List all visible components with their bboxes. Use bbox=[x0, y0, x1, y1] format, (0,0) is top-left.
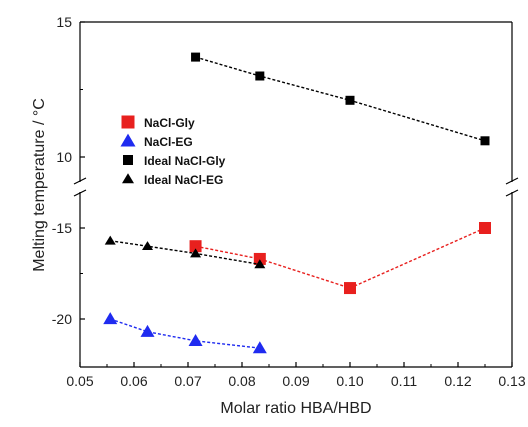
right-axis-break-mark bbox=[505, 189, 519, 197]
data-point bbox=[480, 136, 490, 146]
legend-marker bbox=[123, 155, 133, 165]
data-point bbox=[104, 235, 116, 245]
x-tick-label: 0.13 bbox=[498, 373, 525, 389]
data-point bbox=[255, 71, 265, 81]
x-tick-label: 0.09 bbox=[282, 373, 309, 389]
legend-label: Ideal NaCl-Gly bbox=[144, 154, 226, 168]
left-axis-break-mark bbox=[73, 189, 87, 197]
series-ideal-nacl-eg bbox=[104, 235, 266, 269]
x-axis-title: Molar ratio HBA/HBD bbox=[220, 400, 371, 417]
series-line bbox=[195, 56, 486, 142]
y-tick-label: 10 bbox=[56, 149, 72, 165]
data-point bbox=[103, 312, 118, 325]
legend-label: NaCl-Gly bbox=[144, 116, 195, 130]
data-point bbox=[142, 241, 153, 251]
legend-item-nacl-gly: NaCl-Gly bbox=[121, 115, 195, 130]
data-point bbox=[189, 240, 202, 253]
series-line bbox=[110, 318, 260, 349]
series-nacl-gly bbox=[189, 222, 491, 295]
data-point bbox=[252, 341, 267, 354]
x-tick-label: 0.05 bbox=[66, 373, 93, 389]
series-nacl-eg bbox=[103, 312, 267, 354]
legend-marker bbox=[120, 133, 136, 147]
legend-label: NaCl-EG bbox=[144, 135, 193, 149]
plot-area bbox=[80, 22, 512, 367]
data-point bbox=[479, 222, 491, 234]
x-tick-label: 0.11 bbox=[391, 373, 417, 389]
x-tick-label: 0.12 bbox=[444, 373, 471, 389]
legend-marker bbox=[122, 173, 134, 184]
legend-label: Ideal NaCl-EG bbox=[144, 173, 223, 187]
x-tick-label: 0.08 bbox=[228, 373, 255, 389]
y-tick-label: -20 bbox=[52, 311, 72, 327]
data-point bbox=[140, 324, 155, 337]
series-ideal-nacl-gly bbox=[191, 52, 490, 146]
series-line bbox=[110, 240, 260, 266]
data-point bbox=[191, 52, 201, 62]
x-tick-label: 0.06 bbox=[120, 373, 147, 389]
legend-item-nacl-eg: NaCl-EG bbox=[120, 133, 193, 149]
series-line bbox=[195, 227, 486, 289]
series-layer bbox=[103, 52, 491, 354]
data-point bbox=[345, 95, 355, 105]
y-tick-label: 15 bbox=[56, 14, 72, 30]
data-point bbox=[344, 282, 356, 295]
y-axis-title: Melting temperature / °C bbox=[31, 98, 48, 272]
legend: NaCl-Gly NaCl-EG Ideal NaCl-Gly Ideal NaCl-… bbox=[120, 115, 226, 187]
data-point bbox=[190, 248, 202, 258]
data-point bbox=[253, 252, 266, 265]
right-axis-break-mark bbox=[505, 177, 519, 185]
legend-marker bbox=[121, 115, 135, 129]
legend-item-ideal-nacl-eg: Ideal NaCl-EG bbox=[122, 173, 223, 187]
axes: 0.05 0.06 0.07 0.08 0.09 0.10 0.11 0.12 0.13 10 15… bbox=[52, 14, 526, 389]
x-tick-label: 0.10 bbox=[336, 373, 363, 389]
legend-item-ideal-nacl-gly: Ideal NaCl-Gly bbox=[123, 154, 226, 168]
data-point bbox=[254, 259, 266, 269]
data-point bbox=[188, 334, 203, 346]
plot-background bbox=[80, 22, 512, 367]
x-tick-label: 0.07 bbox=[174, 373, 201, 389]
y-tick-label: -15 bbox=[52, 220, 72, 236]
left-axis-break-mark bbox=[73, 177, 87, 185]
